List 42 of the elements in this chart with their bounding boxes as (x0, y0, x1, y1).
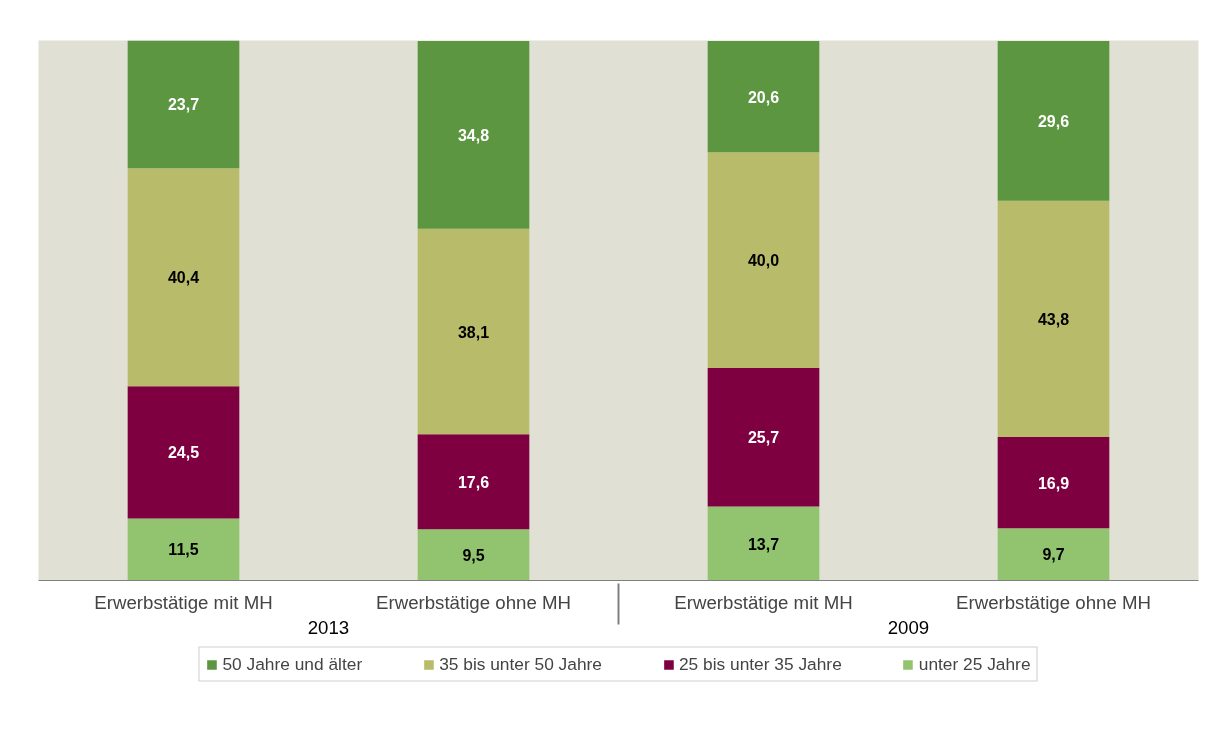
bar (997, 437, 1110, 529)
data-label: 40,0 (747, 252, 780, 270)
legend-label: unter 25 Jahre (918, 653, 1031, 675)
data-label: 40,4 (167, 269, 200, 287)
bar (127, 168, 240, 387)
data-label: 43,8 (1037, 310, 1070, 328)
text: 2009 (887, 616, 930, 638)
data-label: 13,7 (747, 535, 780, 553)
legend-label: 35 bis unter 50 Jahre (439, 653, 602, 675)
data-label: 23,7 (167, 96, 200, 114)
bar (997, 200, 1110, 437)
data-label: 24,5 (167, 444, 200, 462)
legend-label: 25 bis unter 35 Jahre (678, 653, 842, 675)
bar (127, 40, 240, 169)
legend-label: 50 Jahre und älter (222, 653, 363, 675)
bar (127, 386, 240, 519)
data-label: 38,1 (457, 323, 490, 341)
data-label: 9,5 (462, 546, 485, 564)
bar (417, 434, 530, 530)
data-label: 16,9 (1037, 474, 1070, 492)
data-label: 34,8 (457, 126, 490, 144)
data-label: 11,5 (168, 541, 199, 559)
bar (997, 41, 1110, 201)
bar (707, 367, 820, 507)
data-label: 20,6 (747, 88, 780, 106)
data-label: 25,7 (747, 429, 780, 447)
x-tick-label: Erwerbstätige mit MH (674, 591, 853, 613)
text: 2013 (307, 616, 350, 638)
data-label: 17,6 (457, 473, 490, 491)
x-tick-label: Erwerbstätige ohne MH (956, 591, 1151, 613)
x-tick-label: Erwerbstätige mit MH (94, 591, 273, 613)
bar (707, 152, 820, 368)
bar (997, 528, 1110, 581)
bar (707, 506, 820, 581)
bar (707, 41, 820, 153)
bar (127, 518, 240, 581)
data-label: 9,7 (1042, 546, 1065, 564)
data-label: 29,6 (1037, 112, 1070, 130)
x-tick-label: Erwerbstätige ohne MH (376, 591, 571, 613)
bar (417, 529, 530, 581)
bar (417, 41, 530, 229)
bar (417, 228, 530, 435)
